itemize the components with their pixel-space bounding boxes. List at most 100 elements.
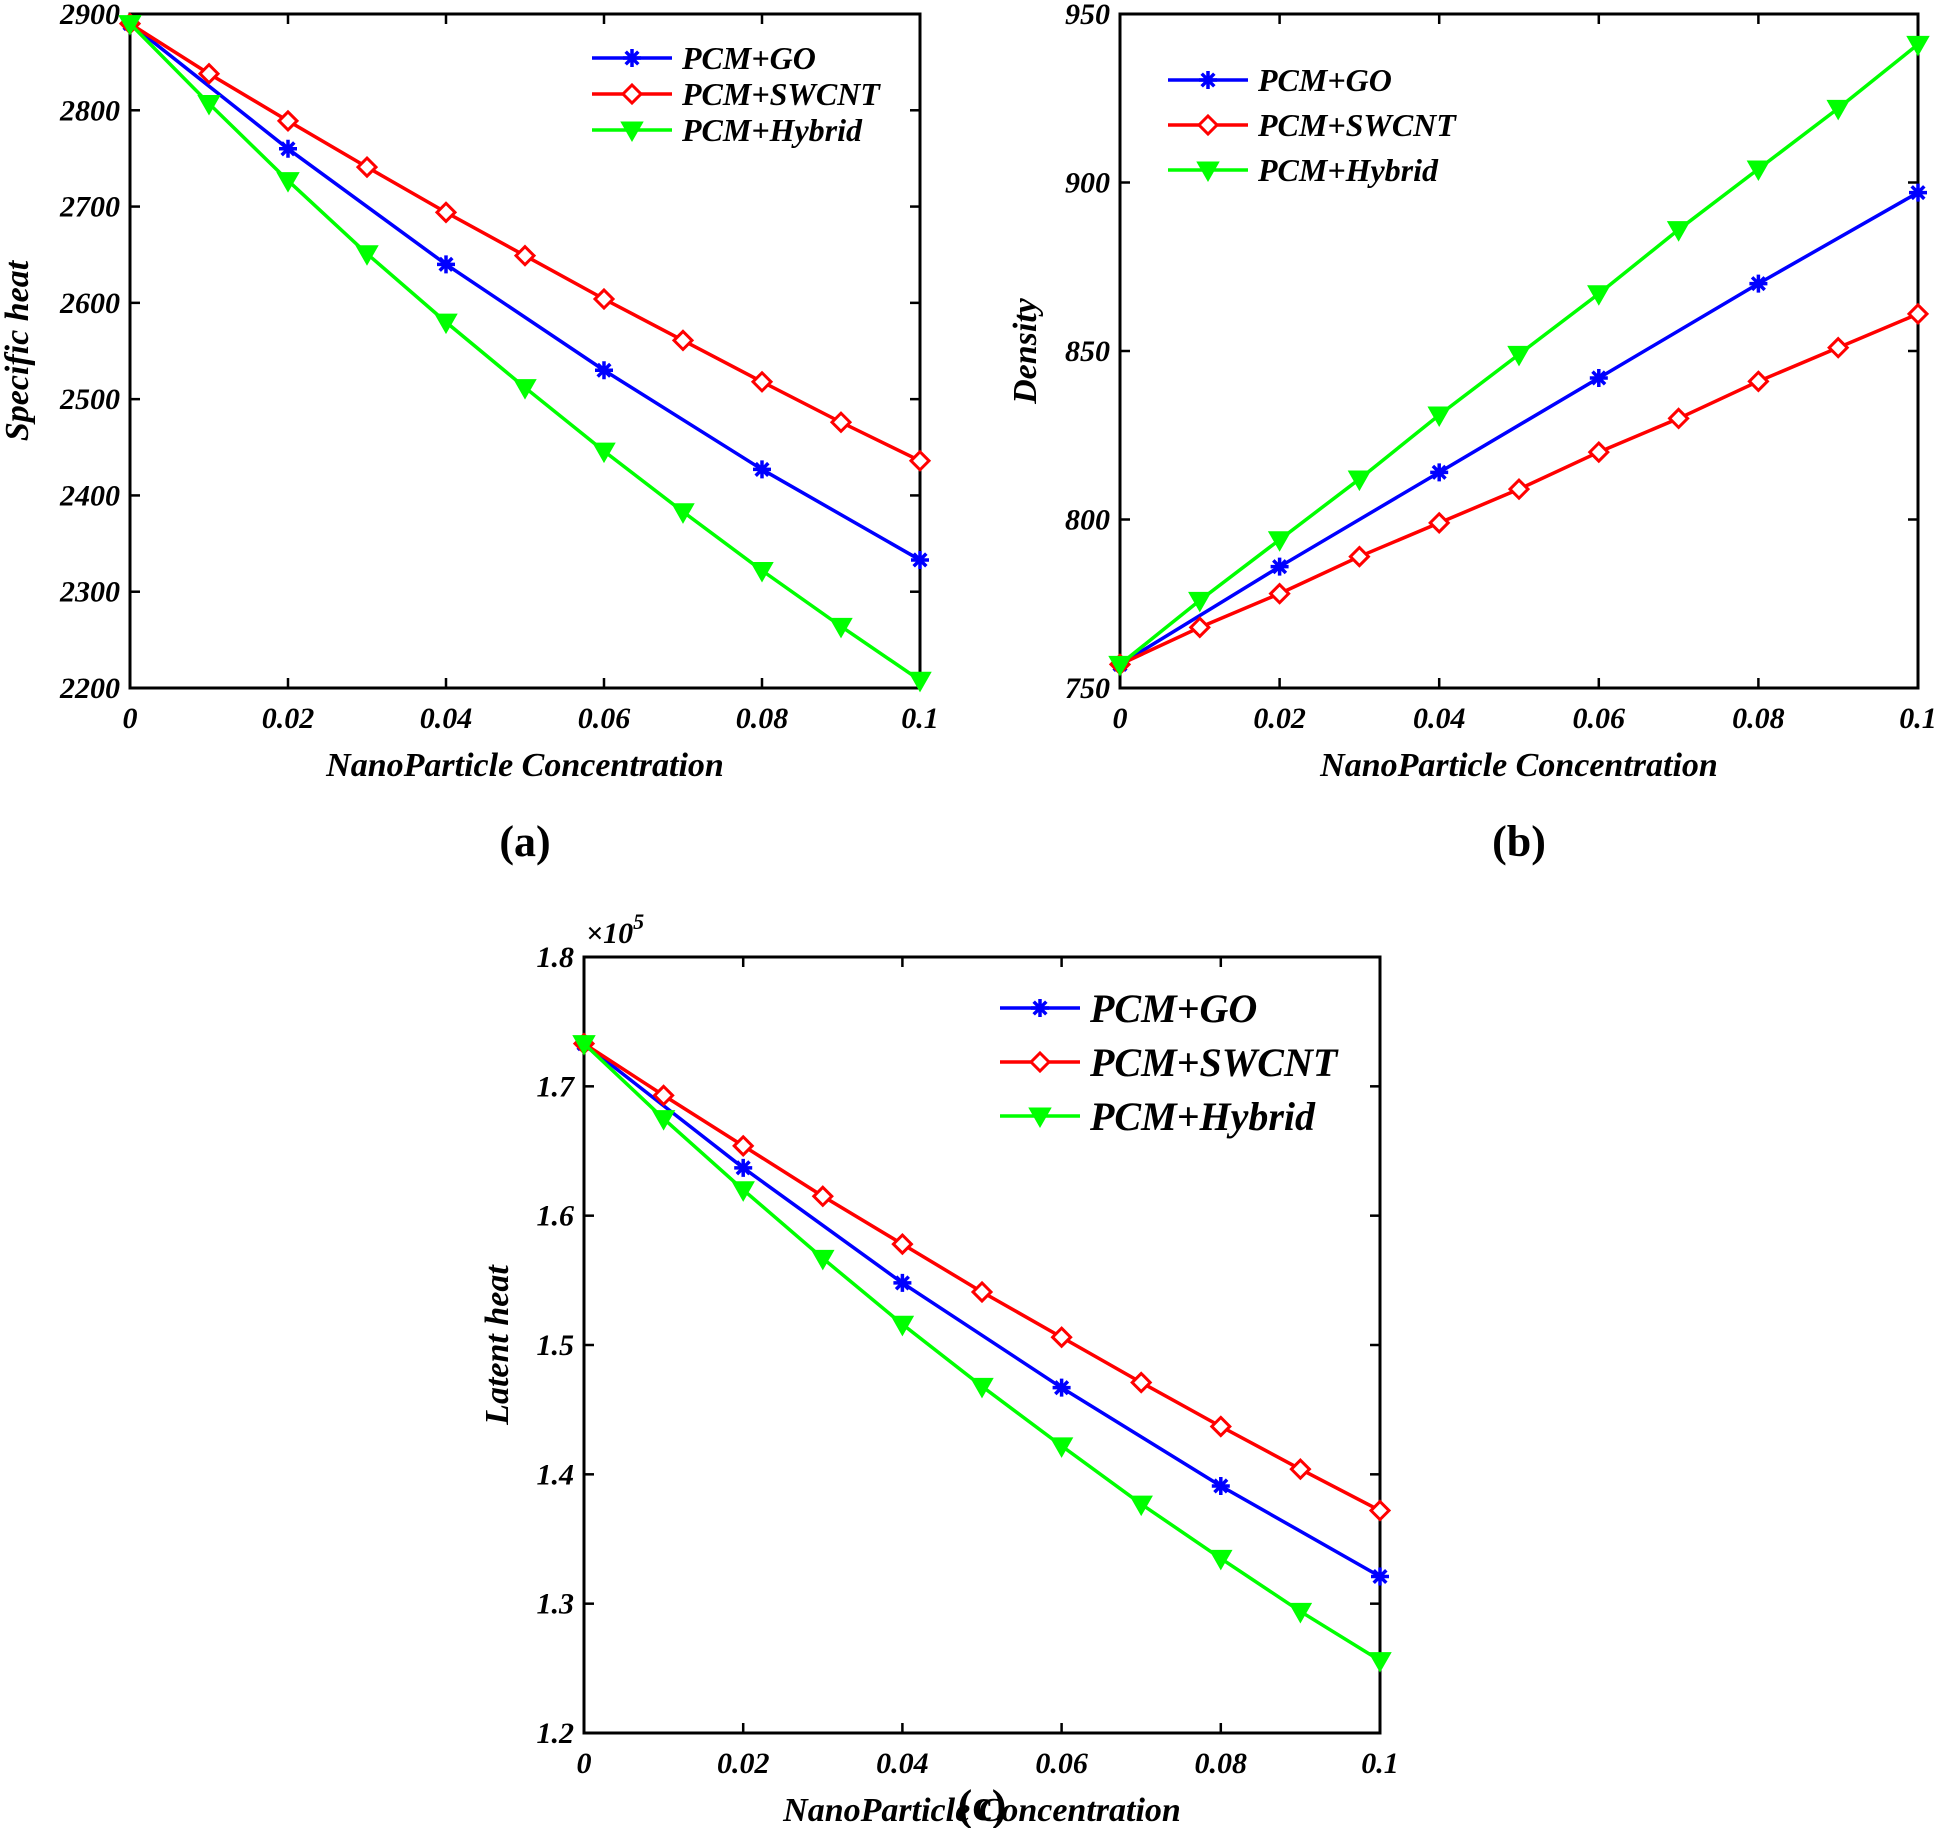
data-point-PCM+Hybrid	[1129, 1495, 1153, 1517]
y-axis-label: Latent heat	[479, 1264, 516, 1426]
y-exponent-label: ×105	[586, 909, 644, 950]
x-tick-label: 0.1	[1899, 702, 1937, 735]
panel-caption: (c)	[958, 1781, 1007, 1828]
y-tick-label: 2300	[59, 576, 120, 609]
data-point-PCM+SWCNT	[652, 1084, 675, 1107]
data-point-PCM+GO	[734, 1158, 753, 1177]
data-point-PCM+Hybrid	[355, 245, 379, 266]
legend-marker	[1196, 113, 1220, 137]
series-line-PCM+GO	[1119, 191, 1919, 666]
data-point-PCM+Hybrid	[908, 671, 932, 693]
legend-entry: PCM+SWCNT	[1257, 107, 1457, 143]
legend-entry: PCM+GO	[681, 40, 816, 76]
data-point-PCM+Hybrid	[1288, 1602, 1313, 1624]
data-point-PCM+Hybrid	[1427, 406, 1451, 428]
legend-entry: PCM+SWCNT	[1089, 1040, 1339, 1085]
x-tick-label: 0.08	[1732, 702, 1785, 735]
x-tick-label: 0.02	[262, 702, 315, 735]
y-tick-label: 2200	[59, 672, 120, 705]
data-point-PCM+SWCNT	[1188, 616, 1211, 639]
data-point-PCM+SWCNT	[1348, 545, 1371, 568]
legend-marker	[623, 49, 641, 67]
data-point-PCM+Hybrid	[671, 503, 695, 524]
data-point-PCM+GO	[1430, 463, 1449, 482]
legend-marker	[620, 82, 644, 106]
data-point-PCM+Hybrid	[890, 1315, 915, 1337]
data-point-PCM+GO	[437, 255, 455, 274]
y-tick-label: 1.6	[537, 1200, 575, 1233]
legend-marker	[1028, 1107, 1052, 1129]
y-axis-label: Specific heat	[0, 259, 36, 441]
data-point-PCM+SWCNT	[732, 1134, 755, 1157]
x-axis-label: NanoParticle Concentration	[325, 747, 724, 784]
data-point-PCM+GO	[1749, 274, 1768, 293]
x-tick-label: 0.04	[1413, 702, 1466, 735]
x-tick-label: 0	[577, 1747, 592, 1780]
x-tick-label: 0.06	[1573, 702, 1626, 735]
data-point-PCM+SWCNT	[811, 1185, 834, 1208]
x-tick-label: 0	[1113, 702, 1128, 735]
data-point-PCM+Hybrid	[811, 1249, 835, 1271]
data-point-PCM+Hybrid	[434, 313, 458, 335]
x-tick-label: 0.06	[578, 702, 631, 735]
data-point-PCM+SWCNT	[1827, 336, 1850, 359]
data-point-PCM+SWCNT	[908, 449, 932, 472]
x-tick-label: 0.08	[1195, 1747, 1248, 1780]
y-tick-label: 2400	[59, 479, 120, 512]
data-point-PCM+SWCNT	[1130, 1371, 1153, 1394]
legend-marker	[1028, 1050, 1052, 1074]
data-point-PCM+SWCNT	[434, 201, 458, 224]
data-point-PCM+GO	[1211, 1476, 1230, 1495]
data-point-PCM+SWCNT	[1587, 440, 1610, 464]
data-point-PCM+Hybrid	[1368, 1652, 1392, 1673]
y-tick-label: 1.8	[537, 941, 575, 974]
y-tick-label: 2600	[59, 287, 120, 320]
panel-caption: (a)	[499, 817, 550, 866]
legend-entry: PCM+Hybrid	[1257, 152, 1439, 188]
data-point-PCM+SWCNT	[1507, 478, 1531, 501]
y-tick-label: 2900	[59, 0, 120, 31]
legend-marker	[1196, 161, 1220, 183]
data-point-PCM+Hybrid	[1209, 1549, 1233, 1571]
data-point-PCM+Hybrid	[1507, 345, 1531, 367]
data-point-PCM+SWCNT	[355, 155, 379, 179]
legend-marker	[1031, 999, 1049, 1017]
x-tick-label: 0.06	[1035, 1747, 1088, 1780]
data-point-PCM+Hybrid	[970, 1377, 994, 1399]
data-point-PCM+Hybrid	[731, 1181, 755, 1202]
y-tick-label: 1.5	[537, 1329, 575, 1362]
data-point-PCM+Hybrid	[118, 15, 142, 36]
data-point-PCM+Hybrid	[572, 1035, 596, 1056]
data-point-PCM+SWCNT	[1747, 370, 1770, 393]
y-exponent-power: 5	[633, 909, 644, 934]
data-point-PCM+SWCNT	[513, 244, 537, 267]
data-point-PCM+Hybrid	[1906, 35, 1930, 57]
data-point-PCM+Hybrid	[750, 562, 774, 583]
data-point-PCM+Hybrid	[1746, 160, 1771, 182]
x-tick-label: 0.1	[901, 702, 939, 735]
x-axis-label: NanoParticle Concentration	[782, 1792, 1181, 1828]
data-point-PCM+Hybrid	[1049, 1437, 1074, 1458]
axes-frame	[128, 12, 922, 690]
data-point-PCM+SWCNT	[1268, 582, 1291, 605]
legend-entry: PCM+Hybrid	[681, 112, 863, 148]
data-point-PCM+GO	[893, 1273, 912, 1292]
y-tick-label: 2800	[59, 94, 120, 127]
x-tick-label: 0.04	[420, 702, 473, 735]
data-point-PCM+SWCNT	[1289, 1458, 1312, 1481]
y-tick-label: 2700	[59, 191, 120, 224]
y-tick-label: 1.2	[537, 1717, 575, 1750]
data-point-PCM+SWCNT	[1667, 407, 1690, 430]
data-point-PCM+SWCNT	[970, 1280, 994, 1304]
y-tick-label: 950	[1065, 0, 1110, 31]
data-point-PCM+SWCNT	[1209, 1415, 1232, 1438]
data-point-PCM+Hybrid	[1108, 655, 1132, 677]
y-tick-label: 750	[1065, 672, 1110, 705]
data-point-PCM+Hybrid	[651, 1110, 676, 1131]
data-point-PCM+Hybrid	[1347, 470, 1372, 492]
x-tick-label: 0	[123, 702, 138, 735]
series-line-PCM+GO	[128, 22, 921, 562]
legend-entry: PCM+SWCNT	[681, 76, 881, 112]
data-point-PCM+GO	[911, 550, 929, 569]
